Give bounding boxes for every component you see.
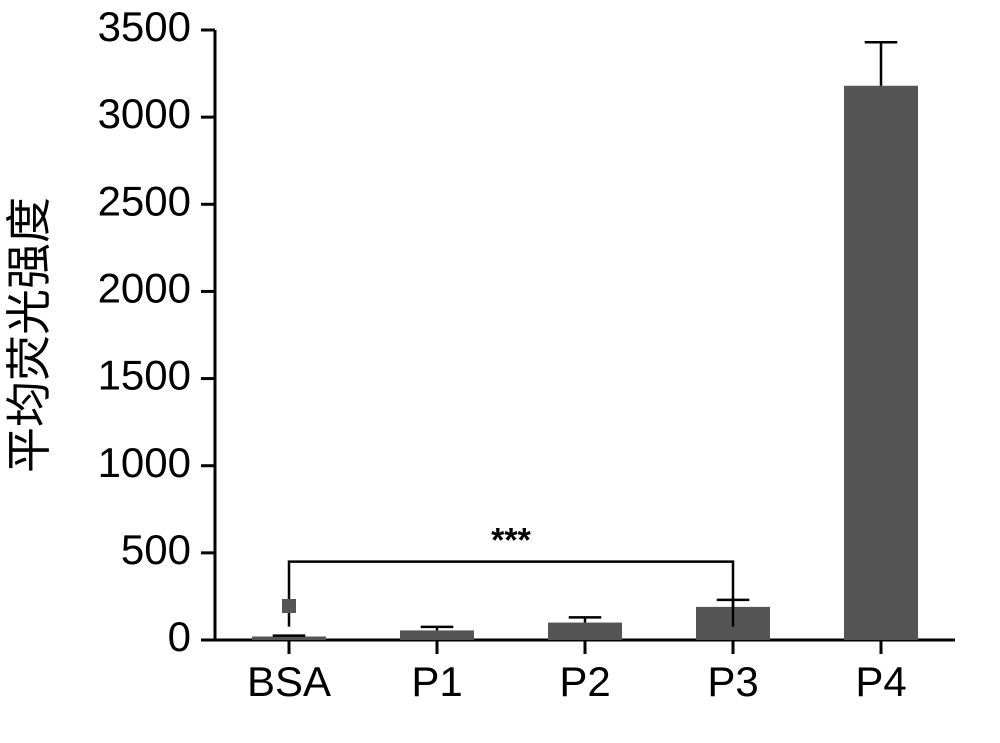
y-tick-label: 1000 <box>98 439 191 486</box>
chart-container: 0 500 1000 1500 2000 2500 3000 3500 BSA P1 P2 P3 P4 平… <box>0 0 1000 743</box>
y-tick-label: 3500 <box>98 3 191 50</box>
outlier-marker <box>282 599 296 613</box>
x-tick-label: P1 <box>411 658 462 705</box>
y-tick-label: 0 <box>168 613 191 660</box>
y-tick-label: 1500 <box>98 352 191 399</box>
y-tick-label: 3000 <box>98 90 191 137</box>
x-tick-label: P4 <box>855 658 906 705</box>
significance-bracket <box>289 562 733 627</box>
y-tick-label: 500 <box>121 526 191 573</box>
bar-chart: 0 500 1000 1500 2000 2500 3000 3500 BSA P1 P2 P3 P4 平… <box>0 0 1000 743</box>
bar <box>252 637 326 640</box>
y-tick-label: 2500 <box>98 177 191 224</box>
bar <box>548 623 622 640</box>
significance-label: *** <box>491 522 531 560</box>
y-tick-label: 2000 <box>98 265 191 312</box>
x-tick-label: P3 <box>707 658 758 705</box>
x-tick-label: BSA <box>247 658 331 705</box>
bar <box>844 86 918 640</box>
bar <box>400 630 474 640</box>
y-axis-label: 平均荧光强度 <box>3 197 55 473</box>
x-tick-label: P2 <box>559 658 610 705</box>
